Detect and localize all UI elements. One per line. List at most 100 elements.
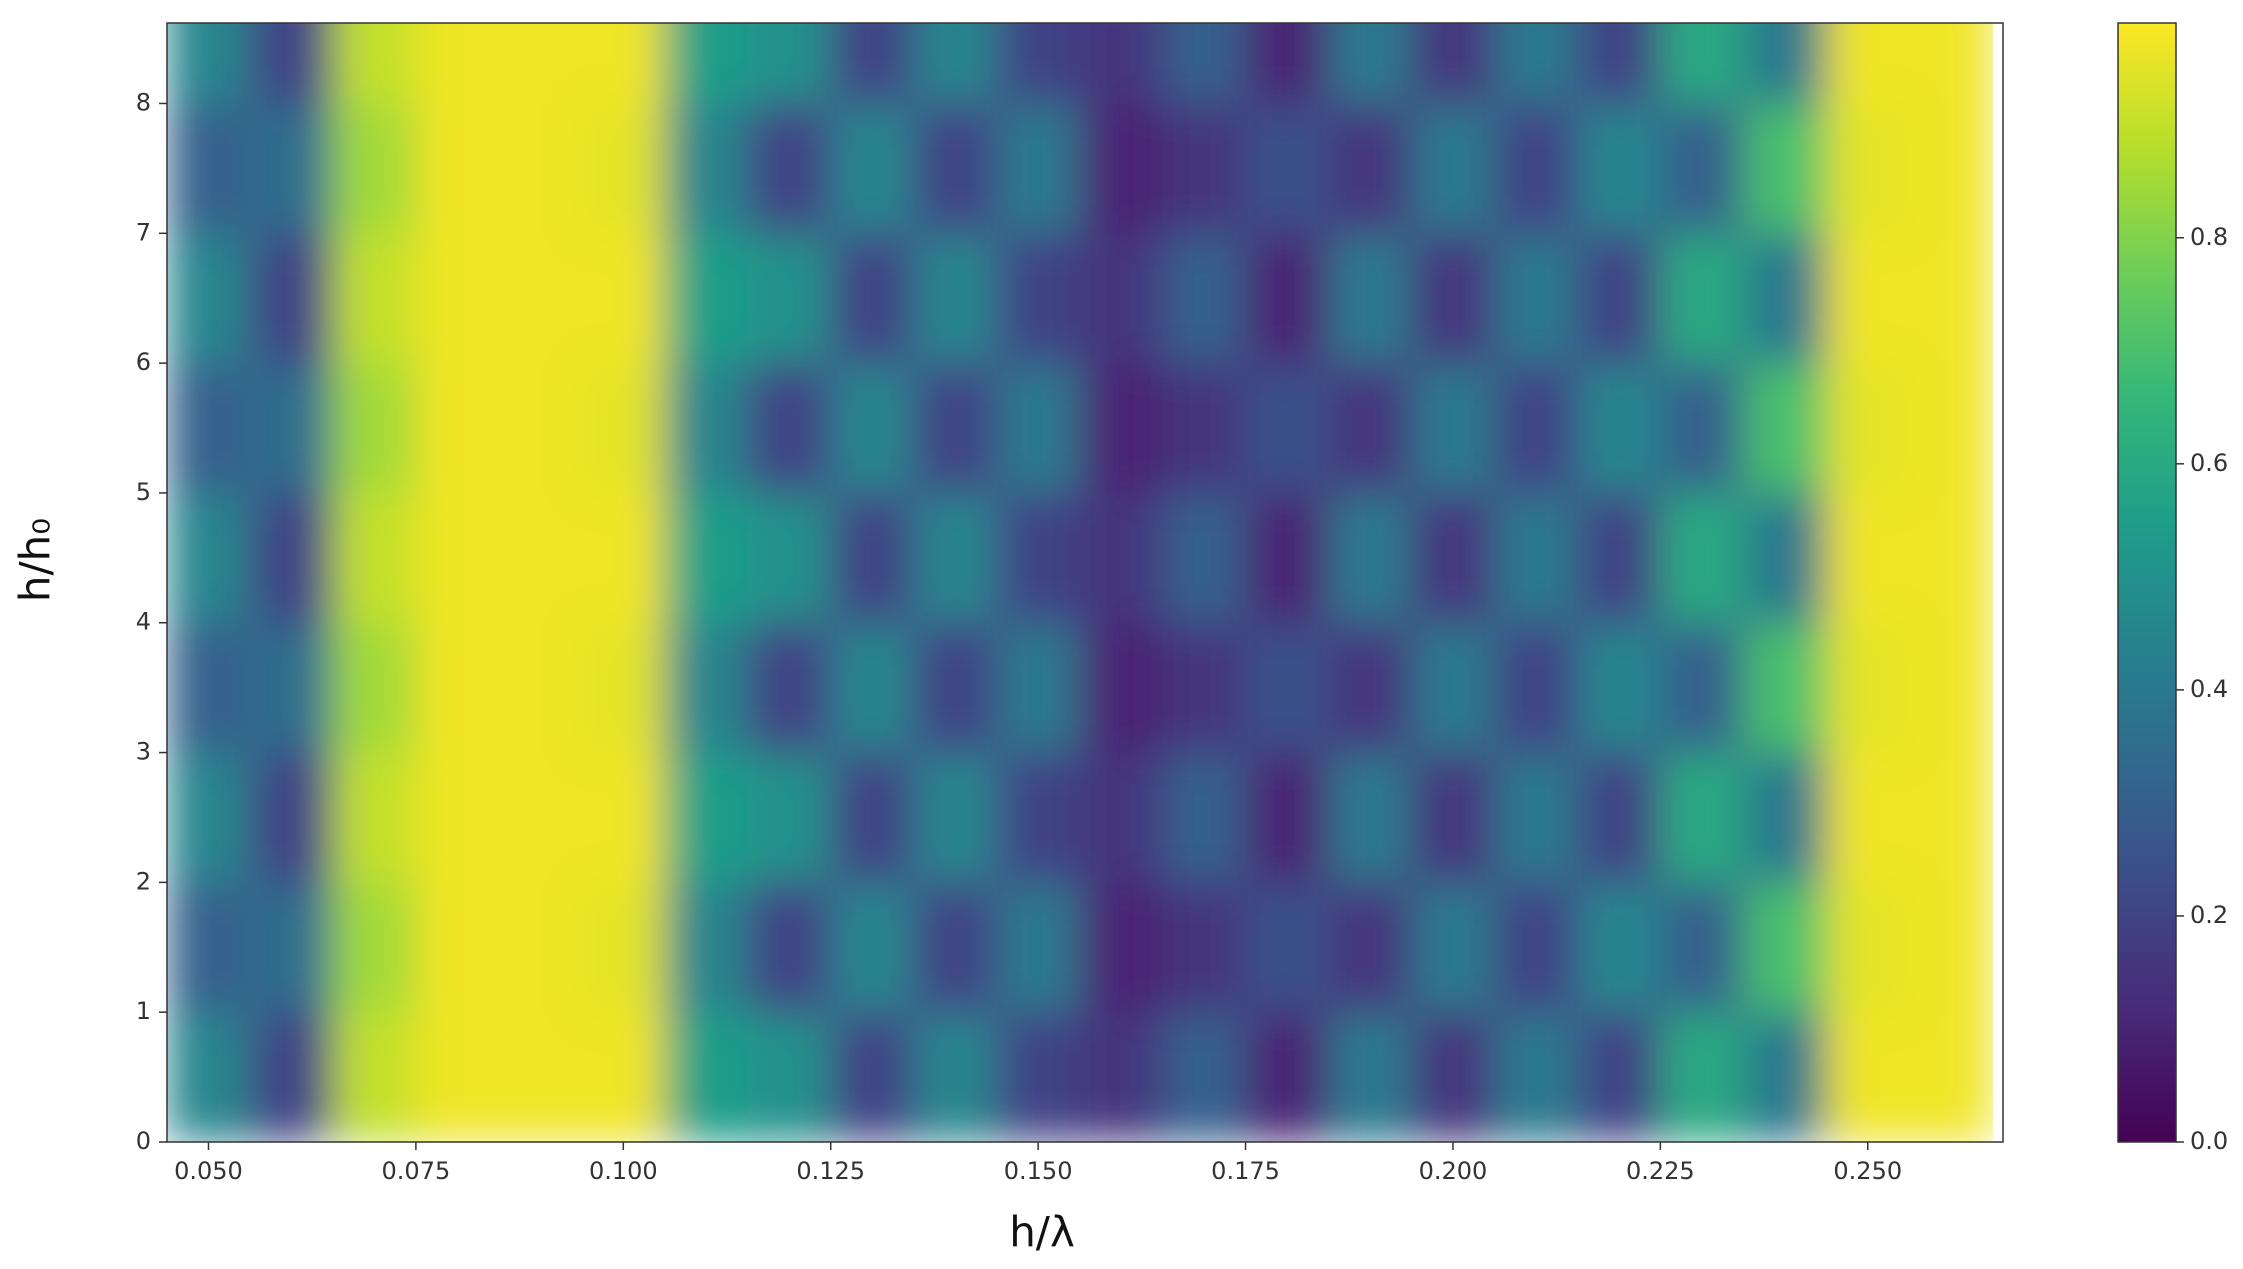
heat-cell — [747, 492, 832, 624]
heat-cell — [996, 622, 1081, 754]
heat-cell — [1245, 1012, 1330, 1142]
heat-cell — [996, 103, 1081, 234]
heat-cell — [1909, 363, 1993, 494]
y-axis-label: h/h₀ — [11, 518, 60, 602]
heat-cell — [1909, 233, 1993, 364]
heat-cell — [1826, 233, 1910, 364]
heat-cell — [1494, 752, 1578, 883]
heat-cell — [1162, 752, 1247, 883]
heat-cell — [996, 1012, 1081, 1142]
heat-cell — [1660, 1012, 1744, 1142]
x-tick-label: 0.175 — [1211, 1157, 1280, 1185]
heat-cell — [1328, 363, 1412, 494]
heat-cell — [830, 103, 915, 234]
heat-cell — [249, 492, 334, 624]
heat-cell — [1162, 363, 1247, 494]
heat-cell — [1162, 233, 1247, 364]
y-tick-label: 4 — [136, 608, 151, 636]
heat-cell — [1162, 882, 1247, 1013]
heat-cell — [1494, 882, 1578, 1013]
heat-cell — [1328, 233, 1412, 364]
heat-cell — [581, 103, 666, 234]
colorbar — [2117, 22, 2177, 1143]
heat-cell — [1577, 363, 1661, 494]
heat-cell — [1660, 622, 1744, 754]
heat-cell — [249, 233, 334, 364]
heat-cell — [996, 492, 1081, 624]
heat-cell — [167, 363, 251, 494]
heat-cell — [1328, 752, 1412, 883]
heat-cell — [415, 23, 500, 104]
heatmap-area — [167, 23, 1993, 1142]
heat-cell — [1494, 233, 1578, 364]
heat-cell — [1577, 752, 1661, 883]
heat-cell — [332, 752, 417, 883]
heat-cell — [664, 752, 749, 883]
heat-cell — [1826, 622, 1910, 754]
heat-cell — [498, 233, 583, 364]
heat-cell — [1494, 622, 1578, 754]
heat-cell — [1660, 363, 1744, 494]
heat-cell — [167, 882, 251, 1013]
colorbar-tick-label: 0.6 — [2190, 449, 2228, 477]
heat-cell — [415, 882, 500, 1013]
plot-frame — [166, 22, 2004, 1143]
y-tick-label: 5 — [136, 478, 151, 506]
x-tick-label: 0.200 — [1419, 1157, 1488, 1185]
heat-cell — [1245, 103, 1330, 234]
heat-cell — [249, 622, 334, 754]
y-tick-label: 3 — [136, 738, 151, 766]
heat-cell — [1743, 23, 1827, 104]
heat-cell — [1660, 23, 1744, 104]
heat-cell — [1079, 492, 1164, 624]
heat-cell — [1162, 1012, 1247, 1142]
heat-cell — [1162, 622, 1247, 754]
heat-cell — [1494, 492, 1578, 624]
heat-cell — [1826, 103, 1910, 234]
heat-cell — [913, 882, 998, 1013]
heat-cell — [581, 233, 666, 364]
heat-cell — [332, 363, 417, 494]
heat-cell — [664, 492, 749, 624]
heat-cell — [249, 363, 334, 494]
heat-cell — [1328, 103, 1412, 234]
heat-cell — [830, 622, 915, 754]
heat-cell — [1411, 752, 1495, 883]
heat-cell — [1411, 1012, 1495, 1142]
heat-cell — [1909, 622, 1993, 754]
heat-cell — [1577, 492, 1661, 624]
heat-cell — [830, 882, 915, 1013]
heat-cell — [1494, 1012, 1578, 1142]
heat-cell — [1743, 1012, 1827, 1142]
heat-cell — [498, 882, 583, 1013]
heat-cell — [581, 752, 666, 883]
heat-cell — [1079, 882, 1164, 1013]
heat-cell — [1577, 23, 1661, 104]
heat-cell — [1743, 103, 1827, 234]
heat-cell — [913, 752, 998, 883]
heat-cell — [1079, 622, 1164, 754]
x-tick-label: 0.075 — [382, 1157, 451, 1185]
heat-cell — [830, 233, 915, 364]
heat-cell — [664, 622, 749, 754]
heat-cell — [581, 622, 666, 754]
heat-cell — [1079, 103, 1164, 234]
heat-cell — [913, 233, 998, 364]
heat-cell — [747, 752, 832, 883]
heat-cell — [1328, 1012, 1412, 1142]
heat-cell — [249, 882, 334, 1013]
heat-cell — [1245, 363, 1330, 494]
heat-cell — [498, 363, 583, 494]
heat-cell — [996, 363, 1081, 494]
heat-cell — [167, 1012, 251, 1142]
y-tick-label: 6 — [136, 348, 151, 376]
heat-cell — [332, 882, 417, 1013]
heat-cell — [1577, 882, 1661, 1013]
heat-cell — [664, 1012, 749, 1142]
heat-cell — [1660, 103, 1744, 234]
heat-cell — [498, 103, 583, 234]
heat-cell — [249, 1012, 334, 1142]
heat-cell — [1411, 622, 1495, 754]
heat-cell — [332, 1012, 417, 1142]
heat-cell — [1577, 1012, 1661, 1142]
